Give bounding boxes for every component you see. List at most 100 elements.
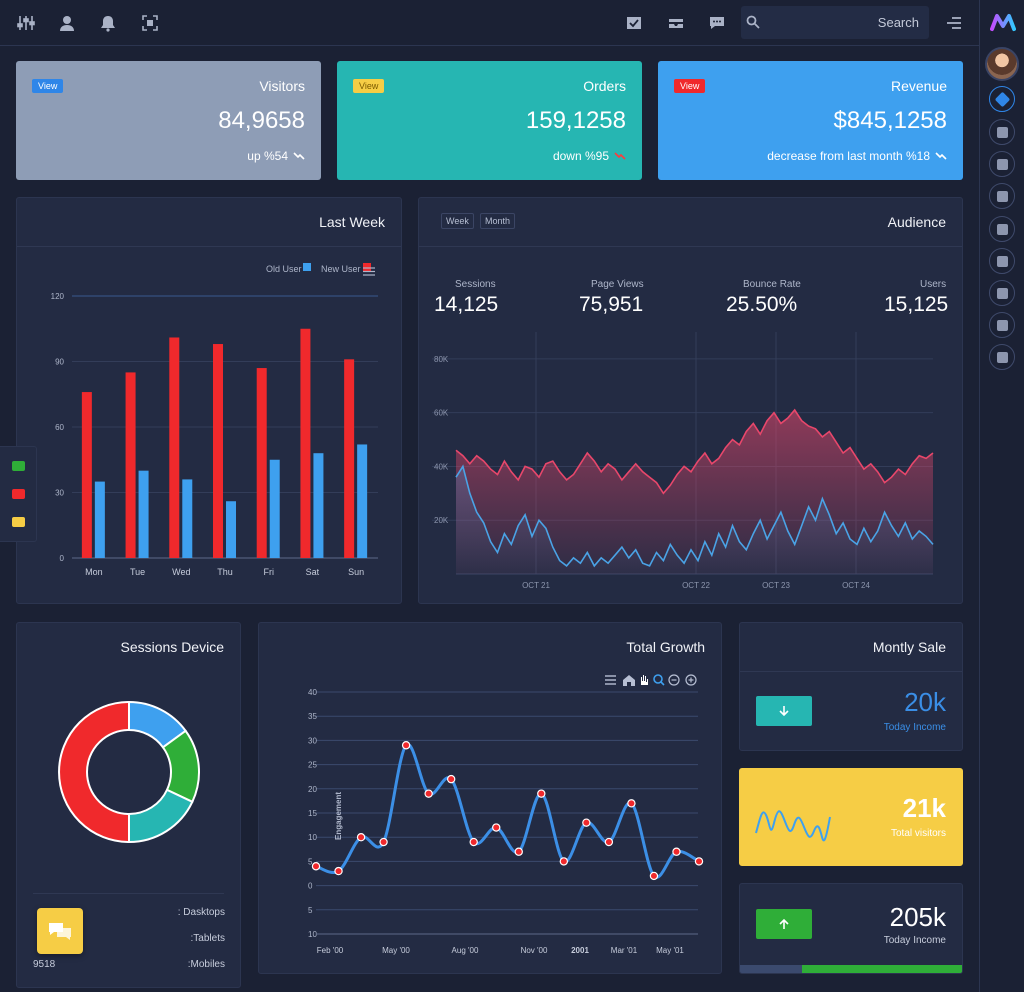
x-tick-label: May '00 xyxy=(382,946,410,955)
upload-button[interactable] xyxy=(756,909,812,939)
y-tick-label: 90 xyxy=(55,358,64,367)
card-value: 159,1258 xyxy=(525,107,626,134)
data-point xyxy=(424,789,433,798)
user-icon[interactable] xyxy=(56,12,78,34)
card-title: Montly Sale xyxy=(872,639,946,655)
x-tick-label: Mar '01 xyxy=(611,946,638,955)
data-point xyxy=(694,857,704,866)
money-icon[interactable] xyxy=(12,461,25,471)
table-icon[interactable] xyxy=(989,119,1015,145)
users-value: 15,125 xyxy=(884,293,949,316)
divider xyxy=(740,671,962,672)
divider xyxy=(419,246,962,247)
search-input[interactable] xyxy=(765,6,923,39)
bell-icon[interactable] xyxy=(97,12,119,34)
monthly-sale-card: Montly Sale 20k Today Income xyxy=(739,622,963,751)
income-progress-track xyxy=(740,965,962,973)
search-icon xyxy=(746,15,760,29)
zoom-select-icon[interactable] xyxy=(653,674,665,686)
home-icon[interactable] xyxy=(623,675,635,686)
warning-icon[interactable] xyxy=(989,344,1015,370)
data-point xyxy=(627,799,636,808)
card-title: Revenue xyxy=(890,78,947,94)
view-badge[interactable]: View xyxy=(674,79,706,93)
cloud-icon[interactable] xyxy=(989,248,1015,274)
chat-fab-button[interactable] xyxy=(37,908,83,954)
fullscreen-icon[interactable] xyxy=(139,12,161,34)
x-tick-label: Tue xyxy=(130,567,145,577)
card-value: 84,9658 xyxy=(218,107,305,134)
series-line xyxy=(455,408,934,495)
zoom-out-icon[interactable] xyxy=(668,674,680,686)
arrow-up-icon xyxy=(779,918,789,929)
bar-old-user xyxy=(182,479,193,558)
legend-new-user-swatch xyxy=(363,263,371,271)
x-tick-label: May '01 xyxy=(656,946,684,955)
database-icon[interactable] xyxy=(989,151,1015,177)
sessions-value: 14,125 xyxy=(434,293,499,316)
income-progress-fill xyxy=(802,965,962,973)
menu-icon[interactable] xyxy=(943,12,965,34)
income-value: 20k xyxy=(904,687,946,717)
view-badge[interactable]: View xyxy=(353,79,385,93)
last-week-bar-chart: 0 30 60 90 120 Mon Tue Wed Thu Fri Sat Sun Old User N… xyxy=(51,263,378,577)
donut-slice xyxy=(58,700,130,844)
data-point xyxy=(559,857,569,866)
divider xyxy=(17,246,401,247)
data-point xyxy=(514,847,523,856)
layers-icon[interactable] xyxy=(989,86,1015,112)
copy-icon[interactable] xyxy=(989,280,1015,306)
series-line xyxy=(455,464,934,568)
menu-icon[interactable] xyxy=(605,675,616,685)
tab-week[interactable]: Week xyxy=(441,213,474,229)
view-badge[interactable]: View xyxy=(32,79,64,93)
download-button[interactable] xyxy=(756,696,812,726)
data-point xyxy=(649,871,659,881)
total-growth-line-chart: 10 5 0 5 10 15 20 25 30 35 40 Engagement Feb '00 May … xyxy=(308,688,704,955)
orders-card: View Orders 159,1258 down %95 xyxy=(337,61,642,180)
grid-icon[interactable] xyxy=(989,183,1015,209)
menu-icon[interactable] xyxy=(363,267,375,276)
y-tick-label: 35 xyxy=(308,712,317,721)
bar-new-user xyxy=(169,337,180,558)
bar-old-user xyxy=(313,453,324,558)
chat-icon[interactable] xyxy=(706,12,728,34)
bar-new-user xyxy=(213,344,223,558)
sessions-label: Sessions xyxy=(455,279,496,290)
zoom-in-icon[interactable] xyxy=(685,674,697,686)
box-icon[interactable] xyxy=(989,216,1015,242)
x-tick-label: Feb '00 xyxy=(317,946,344,955)
card-title: Last Week xyxy=(319,214,385,230)
y-tick-label: 10 xyxy=(308,930,317,939)
server-icon[interactable] xyxy=(989,312,1015,338)
chat-bubbles-icon xyxy=(49,923,71,940)
card-value: $845,1258 xyxy=(833,107,947,134)
folder-icon[interactable] xyxy=(12,517,25,527)
x-tick-label: Wed xyxy=(172,567,190,577)
trend-down-icon xyxy=(935,152,947,160)
x-tick-label: Mon xyxy=(85,567,103,577)
mail-open-icon[interactable] xyxy=(623,12,645,34)
x-tick-label: Thu xyxy=(217,567,233,577)
bar-old-user xyxy=(269,459,280,558)
tab-month[interactable]: Month xyxy=(480,213,516,229)
x-tick-label: Nov '00 xyxy=(521,946,548,955)
bar-old-user xyxy=(226,501,236,558)
income-label: Today Income xyxy=(883,722,946,733)
pan-icon[interactable] xyxy=(641,675,648,685)
sliders-icon[interactable] xyxy=(15,12,37,34)
legend-old-user-label: Old User xyxy=(266,264,302,274)
avatar[interactable] xyxy=(985,47,1019,81)
x-tick-label: Fri xyxy=(263,567,274,577)
inbox-icon[interactable] xyxy=(665,12,687,34)
data-point xyxy=(379,837,388,847)
data-point xyxy=(334,866,343,876)
bar-new-user xyxy=(300,328,311,558)
revenue-card: View Revenue $845,1258 decrease from las… xyxy=(658,61,963,180)
y-tick-label: 5 xyxy=(308,906,313,915)
quick-widget xyxy=(0,446,37,542)
image-icon[interactable] xyxy=(12,489,25,499)
card-title: Sessions Device xyxy=(120,639,225,655)
card-title: Visitors xyxy=(259,78,305,94)
chart-toolbar xyxy=(605,674,697,686)
